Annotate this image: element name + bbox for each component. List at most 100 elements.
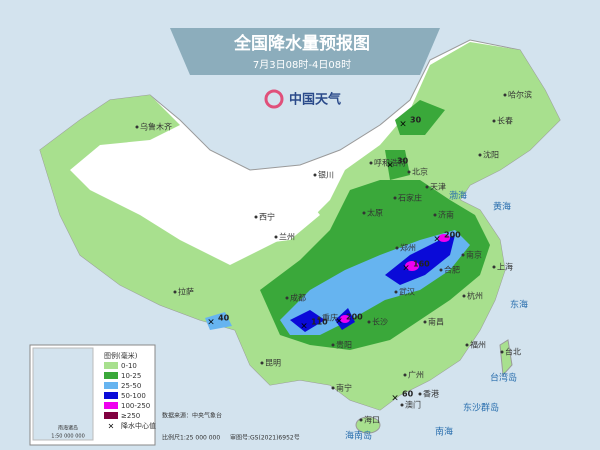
city-dot (313, 173, 317, 177)
map-scale: 比例尺1:25 000 000 (162, 434, 220, 442)
center-value: 200 (346, 313, 363, 322)
city-label: 台北 (505, 347, 521, 357)
city-dot (407, 170, 411, 174)
center-value: 40 (218, 314, 230, 323)
center-marker: × (391, 394, 399, 404)
city-dot (393, 196, 397, 200)
legend-swatch (104, 402, 118, 409)
center-value: 60 (402, 390, 414, 399)
city-label: 天津 (430, 182, 446, 192)
inset-scale: 1:50 000 000 (51, 434, 85, 440)
city-label: 杭州 (467, 291, 483, 301)
city-label: 西宁 (259, 212, 275, 222)
taiwan (499, 339, 513, 377)
legend-center-icon: × (108, 422, 115, 431)
city-dot (492, 119, 496, 123)
city-label: 哈尔滨 (508, 90, 532, 100)
city-label: 上海 (497, 262, 513, 272)
legend-label: 100-250 (121, 402, 150, 410)
city-dot (260, 361, 264, 365)
city-dot (173, 290, 177, 294)
city-dot (433, 213, 437, 217)
rain-10-25 (385, 150, 410, 180)
city-dot (135, 125, 139, 129)
city-dot (331, 343, 335, 347)
city-dot (369, 161, 373, 165)
center-marker: × (433, 235, 441, 245)
legend-swatch (104, 382, 118, 389)
legend-swatch (104, 372, 118, 379)
city-label: 石家庄 (398, 193, 422, 203)
rain-100-250 (340, 315, 350, 323)
city-dot (367, 320, 371, 324)
city-dot (478, 153, 482, 157)
rain-0-10 (40, 42, 560, 410)
city-label: 福州 (470, 341, 486, 350)
city-dot (331, 386, 335, 390)
city-label: 澳门 (405, 400, 421, 410)
city-label: 沈阳 (483, 150, 499, 160)
city-dot (462, 294, 466, 298)
city-dot (285, 296, 289, 300)
city-label: 济南 (438, 210, 454, 220)
city-dot (492, 265, 496, 269)
city-label: 南昌 (428, 317, 444, 327)
city-label: 海口 (364, 415, 380, 425)
city-label: 长春 (497, 116, 513, 126)
rain-100-250 (438, 234, 450, 242)
center-value: 160 (413, 260, 430, 269)
rain-10-25 (395, 100, 445, 135)
city-label: 贵阳 (336, 340, 352, 350)
city-dot (317, 316, 321, 320)
city-label: 郑州 (400, 243, 416, 253)
city-dot (465, 343, 469, 347)
rain-25-50 (205, 312, 232, 330)
city-label: 银川 (318, 170, 334, 180)
city-dot (359, 418, 363, 422)
city-label: 重庆 (322, 313, 338, 323)
center-marker: × (399, 120, 407, 130)
sea-label: 台湾岛 (490, 372, 517, 384)
city-dot (400, 403, 404, 407)
city-dot (418, 392, 422, 396)
city-label: 太原 (367, 208, 383, 218)
city-dot (439, 268, 443, 272)
legend-center-label: 降水中心值 (121, 421, 156, 430)
city-label: 南宁 (336, 383, 352, 393)
center-marker: × (402, 264, 410, 274)
legend-swatch (104, 362, 118, 369)
city-label: 武汉 (399, 287, 415, 297)
legend-label: 10-25 (121, 372, 141, 380)
city-dot (394, 290, 398, 294)
logo: 中国天气 (289, 92, 341, 108)
sea-label: 黄海 (493, 201, 511, 213)
city-dot (403, 373, 407, 377)
center-value: 200 (444, 231, 461, 240)
city-label: 成都 (290, 293, 306, 303)
sea-label: 南海 (435, 426, 453, 438)
sea-label: 渤海 (449, 190, 467, 202)
legend-label: 25-50 (121, 382, 141, 390)
city-dot (254, 215, 258, 219)
approval: 审图号:GS(2021)6952号 (230, 434, 300, 442)
city-label: 长沙 (372, 317, 388, 327)
city-label: 南京 (466, 250, 482, 260)
city-label: 北京 (412, 167, 428, 177)
city-dot (425, 185, 429, 189)
center-value: 110 (311, 318, 328, 327)
legend-items: 0-10 10-25 25-50 50-100 100-250 ≥250 × 降水中心值 (104, 362, 156, 431)
dry-area (110, 140, 320, 245)
rain-50-100 (290, 310, 325, 332)
city-label: 呼和浩特 (374, 158, 406, 168)
legend-title: 图例(毫米) (104, 351, 138, 360)
city-label: 兰州 (279, 232, 295, 242)
inset-map (32, 347, 94, 441)
sea-label: 海南岛 (345, 430, 372, 442)
city-label: 昆明 (265, 359, 281, 368)
city-dot (362, 211, 366, 215)
city-label: 香港 (423, 389, 439, 399)
city-label: 乌鲁木齐 (140, 122, 172, 132)
center-marker: × (335, 317, 343, 327)
subtitle: 7月3日08时-4日08时 (253, 59, 351, 71)
